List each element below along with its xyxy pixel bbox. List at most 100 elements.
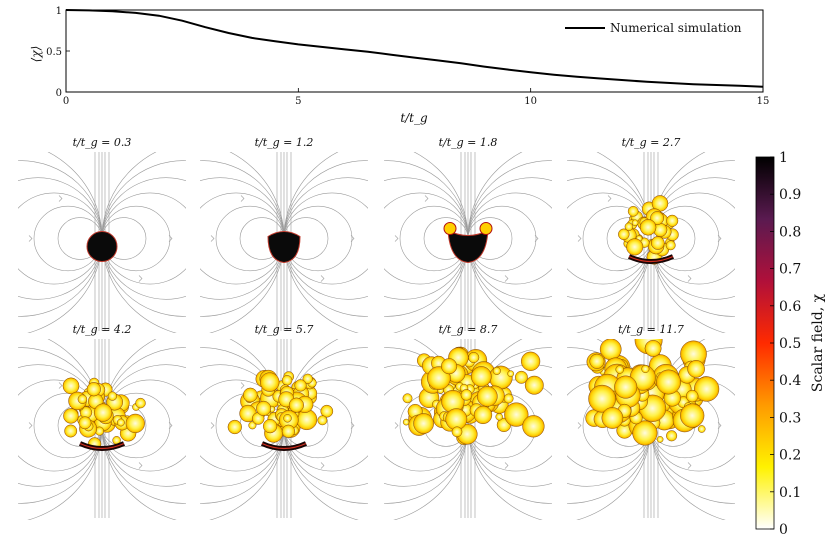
plume-eddy xyxy=(680,403,705,428)
colorbar-tick-label: 0.1 xyxy=(779,485,801,501)
streamline xyxy=(18,192,103,285)
colorbar-tick-label: 0.2 xyxy=(779,448,801,464)
streamline-arrow xyxy=(577,235,582,242)
plume-curl xyxy=(479,222,493,235)
legend-label: Numerical simulation xyxy=(610,21,742,35)
plume-eddy xyxy=(665,240,676,251)
streamline-arrow xyxy=(58,195,63,202)
streamline xyxy=(18,177,103,300)
plume-eddy xyxy=(62,377,80,395)
streamline-arrow xyxy=(717,235,722,242)
colorbar: 0 0.1 0.2 0.3 0.4 0.5 0.6 0.7 0.8 0.9 1 Scalar fie… xyxy=(755,150,826,538)
streamline-arrow xyxy=(210,422,215,429)
streamline-arrow xyxy=(350,235,355,242)
plume-eddy xyxy=(242,387,258,403)
panel-title: t/t_g = 2.7 xyxy=(622,136,681,149)
colorbar-tick-label: 0.9 xyxy=(779,187,801,203)
plume-eddy xyxy=(615,365,624,374)
plume-eddy xyxy=(693,376,720,402)
panel-3: t/t_g = 1.8 xyxy=(384,136,552,333)
plume-eddy xyxy=(507,370,515,378)
plume-eddy xyxy=(470,366,492,387)
plume-eddy xyxy=(666,430,678,442)
panel-title: t/t_g = 11.7 xyxy=(618,323,684,336)
panel-title: t/t_g = 5.7 xyxy=(255,323,314,336)
panel-8: t/t_g = 11.7 xyxy=(567,323,735,520)
plume-eddy xyxy=(687,360,705,378)
streamline-arrow xyxy=(58,382,63,389)
streamline-arrow xyxy=(394,422,399,429)
plume-eddy xyxy=(488,365,513,390)
colorbar-tick-label: 0.4 xyxy=(779,373,801,389)
streamlines xyxy=(567,152,735,333)
panel-title: t/t_g = 4.2 xyxy=(73,323,132,336)
plume-eddy xyxy=(256,400,272,416)
plume-eddy xyxy=(631,219,639,227)
panel-4: t/t_g = 2.7 xyxy=(567,136,735,333)
colorbar-tick-label: 0.7 xyxy=(779,262,801,278)
scalar-plume xyxy=(402,346,545,445)
plume-eddy xyxy=(451,426,463,438)
panel-1: t/t_g = 0.3 xyxy=(18,136,186,333)
streamline-arrow xyxy=(28,235,33,242)
plume-core xyxy=(86,231,118,262)
plume-eddy xyxy=(135,397,146,409)
panel-5: t/t_g = 4.2 xyxy=(18,323,186,520)
plume-eddy xyxy=(651,236,665,250)
plume-eddy xyxy=(492,366,501,375)
streamline xyxy=(101,177,186,300)
plume-eddy xyxy=(632,420,658,446)
plume-front-edge xyxy=(79,442,125,450)
streamline xyxy=(27,152,103,333)
streamline-arrow xyxy=(717,422,722,429)
plume-eddy xyxy=(260,372,280,392)
legend: Numerical simulation xyxy=(565,21,742,35)
plume-eddy xyxy=(320,404,334,418)
plume-eddy xyxy=(317,415,328,426)
plume-eddy xyxy=(627,205,639,217)
colorbar-ticks: 0 0.1 0.2 0.3 0.4 0.5 0.6 0.7 0.8 0.9 1 xyxy=(770,150,801,538)
panel-title: t/t_g = 1.2 xyxy=(255,136,314,149)
colorbar-tick-label: 0 xyxy=(779,522,788,538)
plume-eddy xyxy=(495,413,503,421)
plume-eddy xyxy=(601,407,624,429)
plume-eddy xyxy=(641,365,650,374)
streamline-arrow xyxy=(350,422,355,429)
streamline-arrow xyxy=(138,275,143,282)
plume-eddy xyxy=(107,391,118,401)
plume-core xyxy=(447,229,489,264)
plume-core xyxy=(267,231,301,264)
panel-title: t/t_g = 1.8 xyxy=(439,136,498,149)
scalar-plume xyxy=(585,339,720,446)
streamline-arrow xyxy=(240,195,245,202)
streamline-arrow xyxy=(138,462,143,469)
panel-field xyxy=(384,339,552,520)
plume-eddy xyxy=(402,393,413,404)
plume-eddy xyxy=(589,353,605,369)
colorbar-tick-label: 0.5 xyxy=(779,336,801,352)
plume-eddy xyxy=(64,424,78,438)
panel-field xyxy=(567,152,735,333)
x-tick-label: 0 xyxy=(63,96,69,107)
plume-eddy xyxy=(618,228,630,241)
plume-eddy xyxy=(288,397,304,413)
plume-eddy xyxy=(476,386,498,407)
plume-eddy xyxy=(227,419,242,435)
snapshot-panels: t/t_g = 0.3 t/t_g = 1.2 t/t_g = 1.8 t/t_g =… xyxy=(18,136,735,520)
plume-eddy xyxy=(86,382,101,397)
plume-eddy xyxy=(656,369,681,395)
plume-eddy xyxy=(473,405,493,424)
x-ticks: 0 5 10 15 xyxy=(63,88,769,107)
plume-eddy xyxy=(639,219,657,236)
streamline xyxy=(101,160,186,317)
scalar-plume xyxy=(227,369,334,451)
plume-eddy xyxy=(666,214,679,227)
scalar-plume xyxy=(86,231,118,262)
plume-eddy xyxy=(588,384,616,413)
streamline-arrow xyxy=(504,275,509,282)
plume-eddy xyxy=(624,222,634,231)
plume-eddy xyxy=(281,424,296,438)
plume-eddy xyxy=(614,375,638,399)
panel-field xyxy=(200,152,368,333)
